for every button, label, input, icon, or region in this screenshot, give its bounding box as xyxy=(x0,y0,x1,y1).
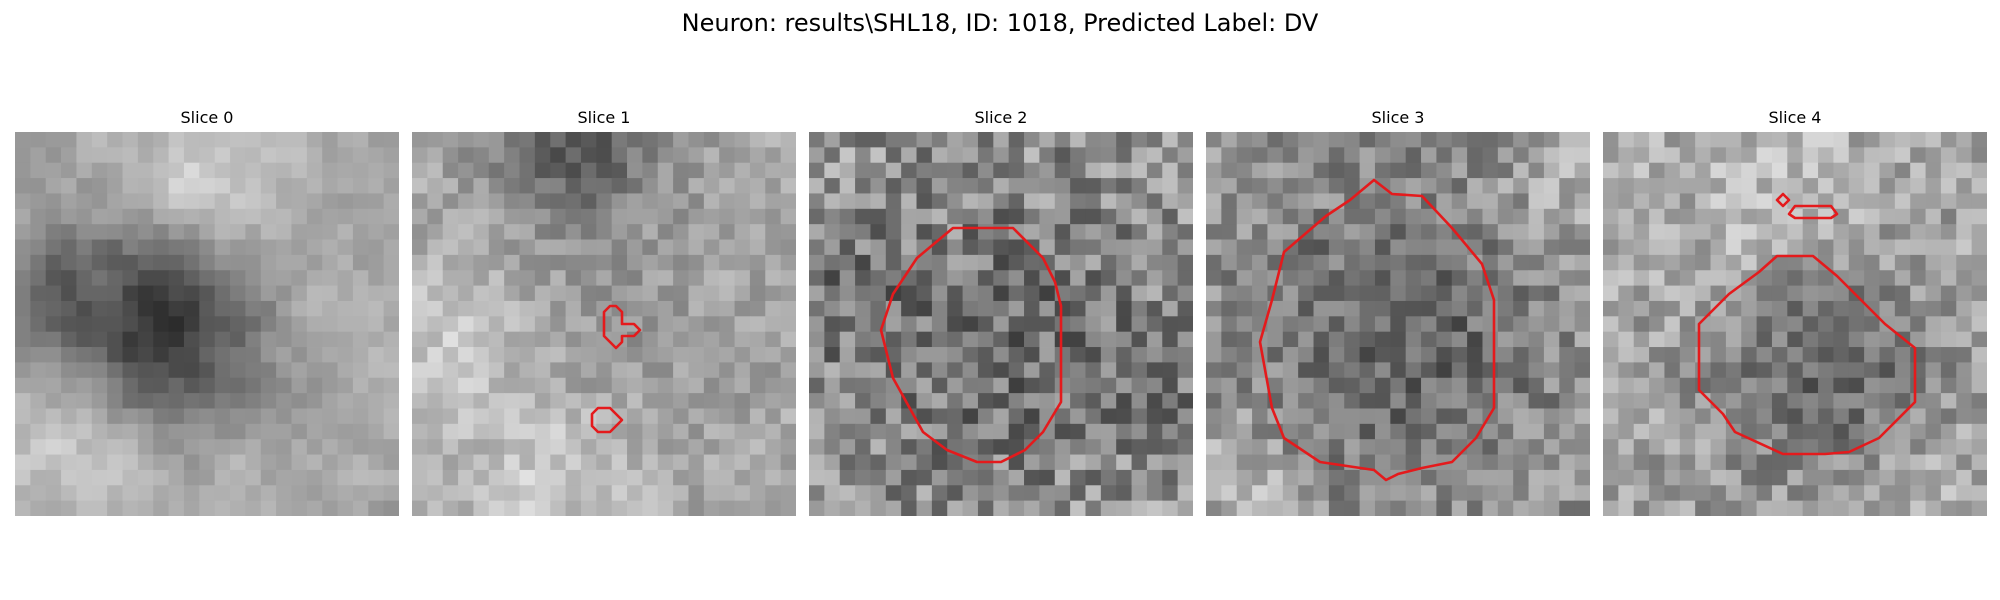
slice-title: Slice 2 xyxy=(974,108,1028,127)
slice-panel-3: Slice 3 xyxy=(1206,108,1590,516)
roi-contour xyxy=(1787,204,1839,220)
slice-title: Slice 0 xyxy=(180,108,234,127)
roi-contour xyxy=(1775,192,1791,208)
pixel-grid xyxy=(15,132,399,516)
slice-image xyxy=(412,132,796,516)
roi-contour xyxy=(602,304,642,350)
slice-image xyxy=(1603,132,1987,516)
figure-title: Neuron: results\SHL18, ID: 1018, Predict… xyxy=(681,9,1319,37)
slice-panel-4: Slice 4 xyxy=(1603,108,1987,516)
slice-title: Slice 4 xyxy=(1768,108,1822,127)
roi-contour xyxy=(1697,254,1917,456)
roi-contour xyxy=(879,226,1063,464)
roi-contour xyxy=(1258,178,1496,482)
roi-contours xyxy=(879,226,1063,464)
slice-title: Slice 3 xyxy=(1371,108,1425,127)
slice-panel-2: Slice 2 xyxy=(809,108,1193,516)
slice-panel-1: Slice 1 xyxy=(412,108,796,516)
roi-contours xyxy=(1697,192,1917,456)
pixel-grid xyxy=(809,132,1193,516)
slice-title: Slice 1 xyxy=(577,108,631,127)
roi-contours xyxy=(590,304,642,434)
slice-panel-0: Slice 0 xyxy=(15,108,399,516)
roi-contour xyxy=(590,406,624,434)
slice-image xyxy=(15,132,399,516)
roi-contours xyxy=(1258,178,1496,482)
slice-image xyxy=(1206,132,1590,516)
slice-image xyxy=(809,132,1193,516)
pixel-grid xyxy=(1603,132,1987,516)
pixel-grid xyxy=(412,132,796,516)
pixel-grid xyxy=(1206,132,1590,516)
